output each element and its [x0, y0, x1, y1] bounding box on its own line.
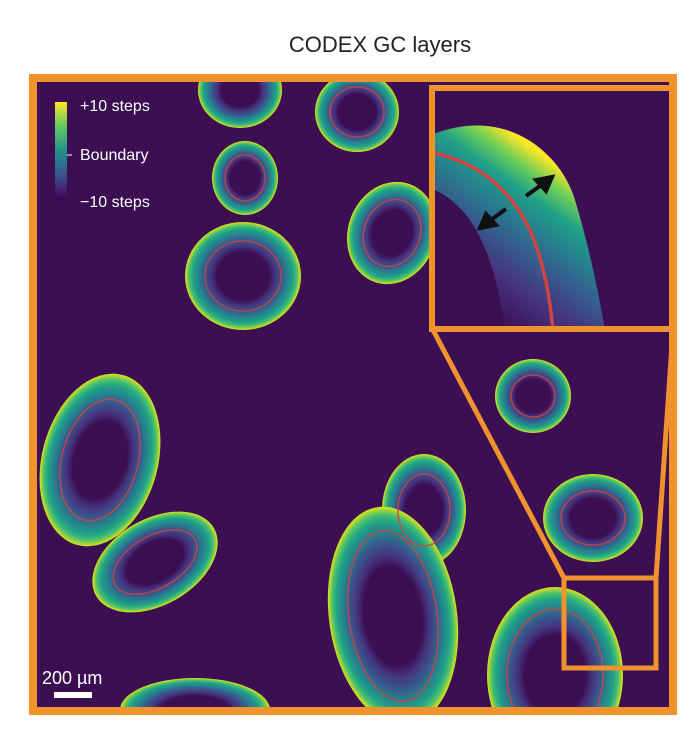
gc-blob: [315, 82, 399, 152]
gc-blob: [487, 587, 623, 707]
zoom-connector-right: [653, 329, 676, 579]
zoom-region-box: [561, 575, 659, 671]
gc-blob: [92, 511, 218, 613]
gc-blob: [495, 359, 571, 433]
scale-bar-label: 200 µm: [42, 668, 102, 688]
legend-mid-label: Boundary: [80, 147, 149, 164]
gc-blob: [543, 474, 643, 562]
figure-title: CODEX GC layers: [288, 32, 472, 57]
inset-boundary-line: [434, 151, 555, 327]
gc-blob: [39, 373, 161, 547]
inset-panel: [429, 85, 675, 332]
legend-top-label: +10 steps: [80, 98, 150, 115]
gc-blob: [198, 82, 282, 128]
gc-blob: [346, 181, 438, 285]
gc-blob: [212, 141, 278, 215]
scale-bar: [54, 692, 92, 698]
gc-blobs: [39, 82, 643, 707]
direction-arrows: [476, 174, 556, 231]
gc-blob: [185, 222, 301, 330]
legend-bottom-label: −10 steps: [80, 194, 150, 211]
gc-blob: [327, 506, 459, 707]
gc-blob: [120, 678, 270, 707]
legend-colorbar: [55, 102, 67, 200]
zoom-connector-left: [430, 328, 567, 580]
